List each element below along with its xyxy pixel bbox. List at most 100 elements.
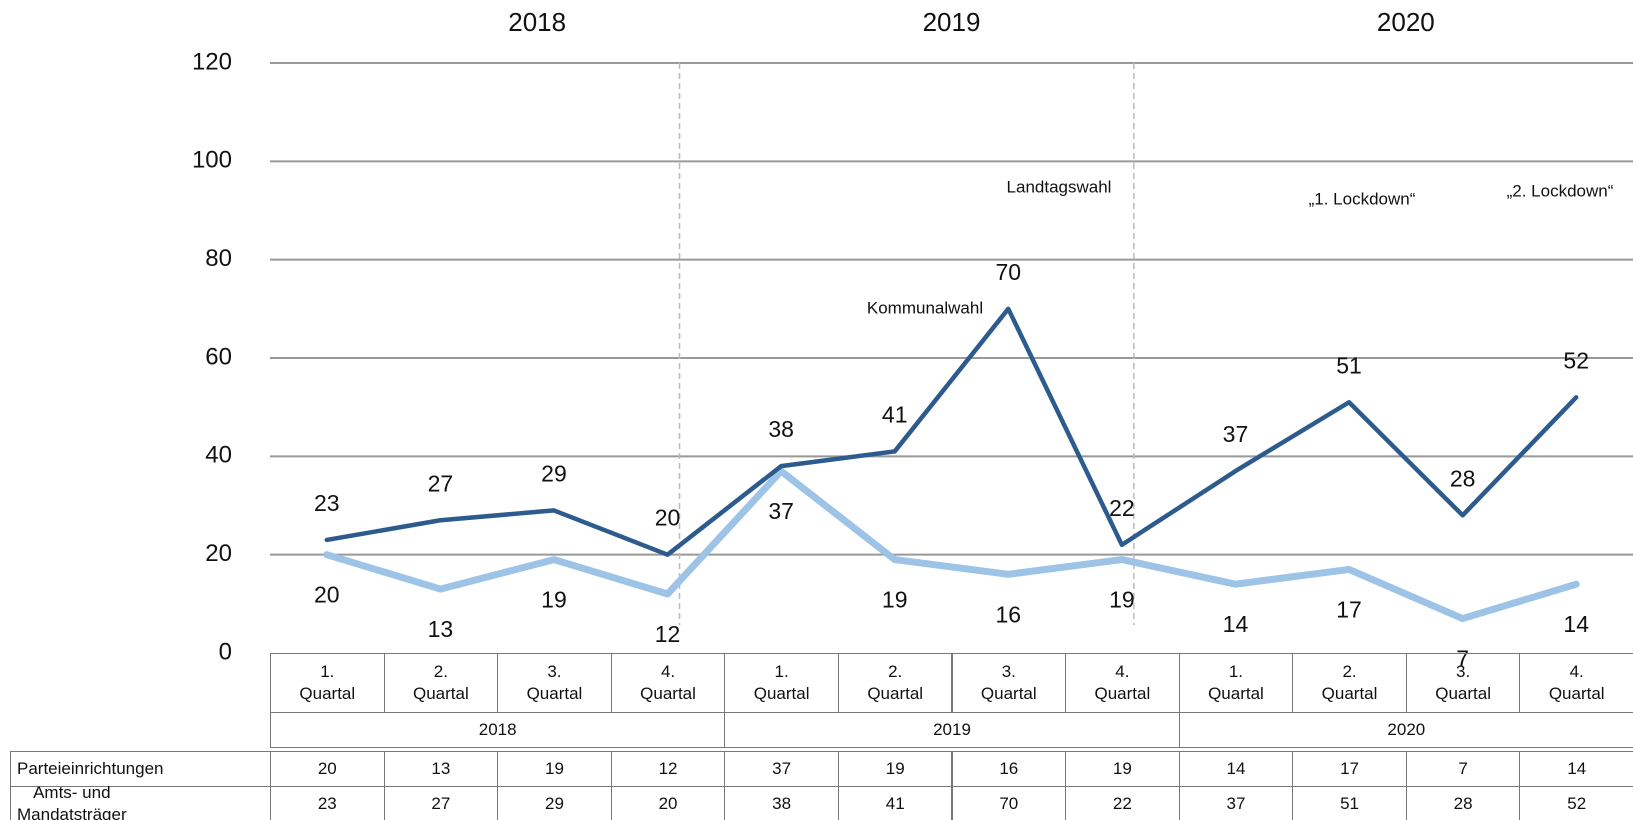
data-label: 23 (314, 490, 340, 516)
data-label: 52 (1563, 347, 1589, 373)
data-label: 37 (1223, 421, 1249, 447)
data-label: 70 (995, 259, 1021, 285)
value-cell-text: 19 (1112, 759, 1132, 778)
value-cell: 70 (951, 786, 1067, 820)
value-cell: 20 (610, 786, 726, 820)
value-cell-text: 22 (1112, 794, 1132, 813)
row-label-text: Parteieinrichtungen (17, 759, 164, 778)
value-cell: 7 (1405, 751, 1521, 787)
row-label: Amts- und Mandatsträger (10, 783, 271, 820)
value-cell: 51 (1292, 786, 1407, 820)
data-label: 19 (882, 587, 908, 613)
group-cell: 2019 (724, 712, 1180, 748)
value-cell: 29 (497, 786, 612, 820)
value-cell: 27 (383, 786, 499, 820)
data-label: 51 (1336, 352, 1362, 378)
y-tick-label: 0 (219, 638, 232, 665)
category-cell-text: 1. Quartal (1208, 662, 1264, 703)
value-cell-text: 23 (317, 794, 337, 813)
category-cell: 3. Quartal (497, 653, 612, 713)
group-cell: 2018 (270, 712, 726, 748)
category-cell-text: 3. Quartal (980, 662, 1037, 703)
value-cell-text: 19 (544, 759, 564, 778)
year-label: 2020 (1377, 7, 1435, 37)
category-cell-text: 4. Quartal (1548, 662, 1605, 703)
category-cell: 4. Quartal (610, 653, 726, 713)
data-label: 20 (655, 505, 681, 531)
value-cell-text: 7 (1458, 759, 1468, 778)
category-cell: 1. Quartal (724, 653, 839, 713)
y-tick-label: 80 (205, 245, 232, 272)
category-cell: 3. Quartal (1405, 653, 1521, 713)
value-cell-text: 41 (885, 794, 905, 813)
value-cell-text: 37 (772, 759, 792, 778)
value-cell: 17 (1292, 751, 1407, 787)
year-label: 2019 (923, 7, 981, 37)
category-cell: 2. Quartal (837, 653, 953, 713)
category-cell-text: 2. Quartal (867, 662, 924, 703)
group-cell: 2020 (1178, 712, 1633, 748)
category-cell-text: 1. Quartal (299, 662, 356, 703)
value-cell: 37 (724, 751, 839, 787)
value-cell: 19 (837, 751, 953, 787)
value-cell: 41 (837, 786, 953, 820)
group-cell-text: 2019 (933, 720, 971, 739)
value-cell-text: 16 (999, 759, 1019, 778)
value-cell-text: 70 (999, 794, 1019, 813)
data-label: 14 (1223, 611, 1249, 637)
category-cell: 4. Quartal (1065, 653, 1180, 713)
category-cell-text: 4. Quartal (640, 662, 696, 703)
y-tick-label: 100 (192, 147, 232, 174)
value-cell-text: 12 (658, 759, 678, 778)
data-label: 7 (1456, 646, 1469, 672)
y-tick-label: 20 (205, 540, 232, 567)
data-label: 28 (1450, 465, 1476, 491)
y-tick-label: 60 (205, 343, 232, 370)
data-label: 38 (768, 416, 794, 442)
row-label-text: Amts- und Mandatsträger (17, 783, 127, 820)
data-label: 17 (1336, 596, 1362, 622)
value-cell-text: 38 (772, 794, 792, 813)
value-cell: 28 (1405, 786, 1521, 820)
data-label: 27 (428, 470, 454, 496)
annotation: Kommunalwahl (867, 298, 983, 317)
value-cell-text: 27 (431, 794, 451, 813)
value-cell-text: 17 (1340, 759, 1359, 778)
value-cell-text: 20 (658, 794, 678, 813)
value-cell: 52 (1519, 786, 1633, 820)
value-cell: 20 (270, 751, 385, 787)
group-cell-text: 2018 (478, 720, 517, 739)
data-label: 12 (655, 621, 681, 647)
y-tick-label: 40 (205, 442, 232, 469)
year-label: 2018 (508, 7, 566, 37)
value-cell-text: 29 (544, 794, 564, 813)
series-line (323, 467, 1580, 623)
data-label: 22 (1109, 495, 1135, 521)
category-cell-text: 3. Quartal (1435, 662, 1491, 703)
category-cell: 1. Quartal (270, 653, 385, 713)
data-label: 19 (541, 587, 567, 613)
annotation: Landtagswahl (1007, 177, 1112, 196)
value-cell: 19 (1065, 751, 1180, 787)
value-cell: 19 (497, 751, 612, 787)
value-cell-text: 37 (1226, 794, 1246, 813)
value-cell: 37 (1178, 786, 1294, 820)
value-cell: 22 (1065, 786, 1180, 820)
category-cell-text: 2. Quartal (1321, 662, 1378, 703)
value-cell-text: 13 (431, 759, 451, 778)
data-label: 14 (1563, 611, 1589, 637)
value-cell: 14 (1519, 751, 1633, 787)
data-label: 19 (1109, 587, 1135, 613)
category-cell-text: 4. Quartal (1094, 662, 1151, 703)
y-tick-label: 120 (192, 48, 232, 75)
group-cell-text: 2020 (1387, 720, 1426, 739)
value-cell: 12 (610, 751, 726, 787)
data-label: 16 (995, 601, 1021, 627)
annotation: „1. Lockdown“ (1309, 189, 1416, 208)
value-cell: 38 (724, 786, 839, 820)
value-cell: 23 (270, 786, 385, 820)
category-cell: 1. Quartal (1178, 653, 1294, 713)
value-cell-text: 28 (1453, 794, 1473, 813)
